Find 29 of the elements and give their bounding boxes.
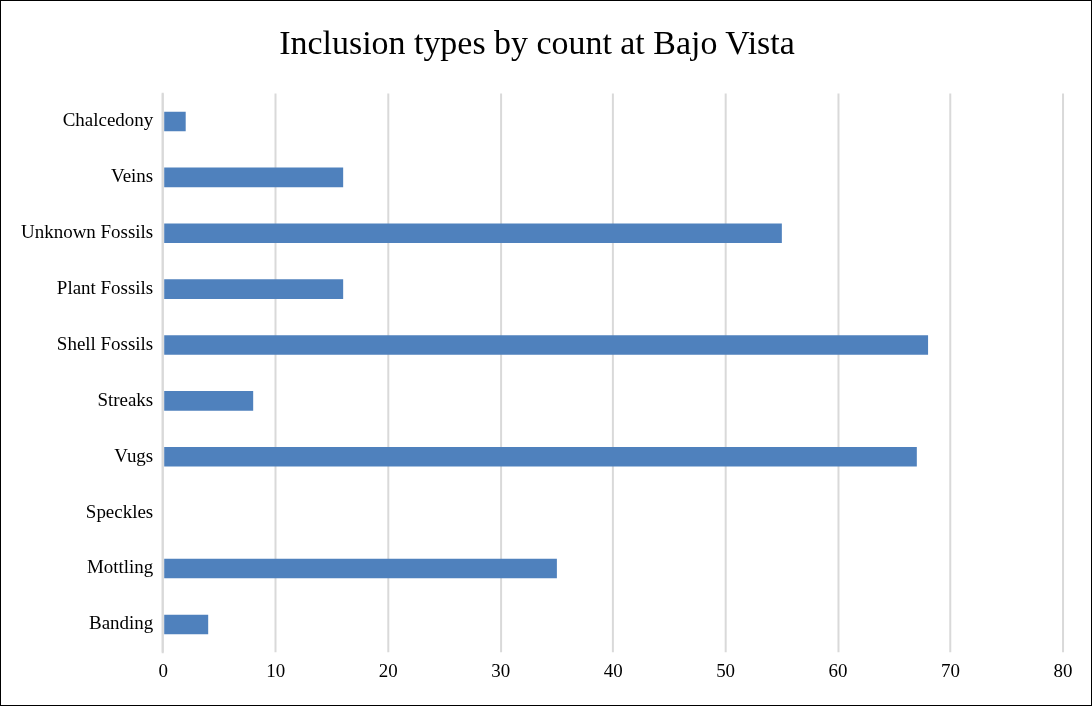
bar <box>164 614 209 635</box>
y-tick-label: Shell Fossils <box>56 332 154 354</box>
x-tick-label: 80 <box>1053 659 1073 681</box>
y-tick-label: Vugs <box>114 444 154 466</box>
x-tick-label: 70 <box>941 659 961 681</box>
x-tick-label: 30 <box>491 659 511 681</box>
bar <box>164 446 917 467</box>
bar <box>164 391 254 411</box>
x-tick-label: 10 <box>266 659 286 681</box>
bar <box>164 279 344 299</box>
x-tick-label: 20 <box>378 659 398 681</box>
y-tick-label: Plant Fossils <box>56 277 154 299</box>
x-tick-label: 0 <box>158 659 168 681</box>
y-tick-label: Chalcedony <box>62 109 154 131</box>
bar <box>164 111 186 132</box>
bar <box>164 167 344 188</box>
y-tick-label: Unknown Fossils <box>21 221 154 243</box>
y-tick-label: Banding <box>89 612 154 634</box>
x-tick-label: 60 <box>828 659 848 681</box>
y-tick-label: Speckles <box>85 500 154 522</box>
bar <box>164 223 782 244</box>
chart-title: Inclusion types by count at Bajo Vista <box>279 24 795 62</box>
x-tick-label: 40 <box>603 659 623 681</box>
y-tick-label: Streaks <box>97 388 154 410</box>
y-tick-label: Veins <box>111 165 154 187</box>
y-tick-label: Mottling <box>86 556 154 578</box>
x-tick-label: 50 <box>716 659 736 681</box>
bar <box>164 558 557 579</box>
bar <box>164 335 929 355</box>
